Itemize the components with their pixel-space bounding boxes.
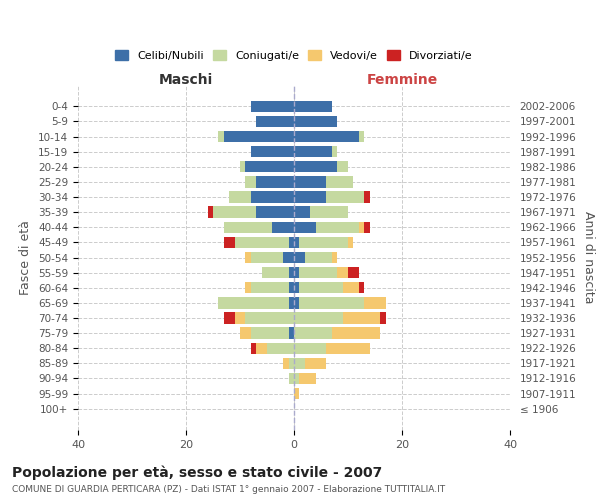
- Bar: [224, 131, 294, 142]
- Text: Femmine: Femmine: [367, 72, 437, 86]
- Bar: [294, 282, 299, 294]
- Bar: [299, 297, 364, 308]
- Bar: [289, 373, 294, 384]
- Bar: [294, 116, 337, 127]
- Bar: [364, 222, 370, 233]
- Bar: [218, 131, 224, 142]
- Bar: [299, 236, 348, 248]
- Bar: [256, 342, 267, 354]
- Bar: [299, 282, 343, 294]
- Bar: [294, 236, 299, 248]
- Bar: [240, 328, 251, 338]
- Bar: [294, 192, 326, 202]
- Text: COMUNE DI GUARDIA PERTICARA (PZ) - Dati ISTAT 1° gennaio 2007 - Elaborazione TUT: COMUNE DI GUARDIA PERTICARA (PZ) - Dati …: [12, 485, 445, 494]
- Bar: [229, 192, 251, 202]
- Bar: [218, 297, 289, 308]
- Bar: [299, 267, 337, 278]
- Bar: [251, 252, 283, 263]
- Bar: [251, 100, 294, 112]
- Bar: [294, 373, 299, 384]
- Legend: Celibi/Nubili, Coniugati/e, Vedovi/e, Divorziati/e: Celibi/Nubili, Coniugati/e, Vedovi/e, Di…: [111, 46, 477, 66]
- Bar: [289, 236, 294, 248]
- Bar: [348, 236, 353, 248]
- Bar: [294, 131, 359, 142]
- Bar: [245, 176, 256, 188]
- Bar: [332, 252, 337, 263]
- Bar: [305, 358, 326, 369]
- Bar: [272, 222, 294, 233]
- Bar: [294, 146, 332, 158]
- Bar: [310, 206, 348, 218]
- Bar: [256, 116, 294, 127]
- Bar: [213, 206, 256, 218]
- Bar: [294, 388, 299, 399]
- Bar: [299, 373, 316, 384]
- Bar: [364, 192, 370, 202]
- Bar: [251, 342, 256, 354]
- Bar: [235, 236, 289, 248]
- Bar: [245, 312, 294, 324]
- Bar: [208, 206, 213, 218]
- Bar: [294, 267, 299, 278]
- Bar: [256, 176, 294, 188]
- Bar: [256, 206, 294, 218]
- Bar: [251, 146, 294, 158]
- Bar: [326, 342, 370, 354]
- Bar: [359, 222, 364, 233]
- Bar: [251, 192, 294, 202]
- Bar: [224, 236, 235, 248]
- Text: Maschi: Maschi: [159, 72, 213, 86]
- Bar: [364, 297, 386, 308]
- Bar: [294, 100, 332, 112]
- Bar: [289, 282, 294, 294]
- Bar: [294, 297, 299, 308]
- Bar: [332, 146, 337, 158]
- Bar: [283, 252, 294, 263]
- Bar: [294, 312, 343, 324]
- Y-axis label: Fasce di età: Fasce di età: [19, 220, 32, 295]
- Bar: [262, 267, 289, 278]
- Bar: [224, 222, 272, 233]
- Bar: [240, 161, 245, 172]
- Bar: [245, 161, 294, 172]
- Bar: [294, 358, 305, 369]
- Bar: [235, 312, 245, 324]
- Bar: [294, 252, 305, 263]
- Text: Popolazione per età, sesso e stato civile - 2007: Popolazione per età, sesso e stato civil…: [12, 465, 382, 479]
- Bar: [224, 312, 235, 324]
- Bar: [294, 222, 316, 233]
- Bar: [294, 161, 337, 172]
- Bar: [294, 328, 332, 338]
- Y-axis label: Anni di nascita: Anni di nascita: [582, 211, 595, 304]
- Bar: [289, 358, 294, 369]
- Bar: [326, 192, 364, 202]
- Bar: [294, 176, 326, 188]
- Bar: [245, 282, 251, 294]
- Bar: [294, 206, 310, 218]
- Bar: [305, 252, 332, 263]
- Bar: [267, 342, 294, 354]
- Bar: [343, 282, 359, 294]
- Bar: [251, 282, 289, 294]
- Bar: [348, 267, 359, 278]
- Bar: [326, 176, 353, 188]
- Bar: [316, 222, 359, 233]
- Bar: [359, 282, 364, 294]
- Bar: [343, 312, 380, 324]
- Bar: [337, 161, 348, 172]
- Bar: [251, 328, 289, 338]
- Bar: [289, 267, 294, 278]
- Bar: [332, 328, 380, 338]
- Bar: [289, 328, 294, 338]
- Bar: [245, 252, 251, 263]
- Bar: [294, 342, 326, 354]
- Bar: [283, 358, 289, 369]
- Bar: [289, 297, 294, 308]
- Bar: [337, 267, 348, 278]
- Bar: [359, 131, 364, 142]
- Bar: [380, 312, 386, 324]
